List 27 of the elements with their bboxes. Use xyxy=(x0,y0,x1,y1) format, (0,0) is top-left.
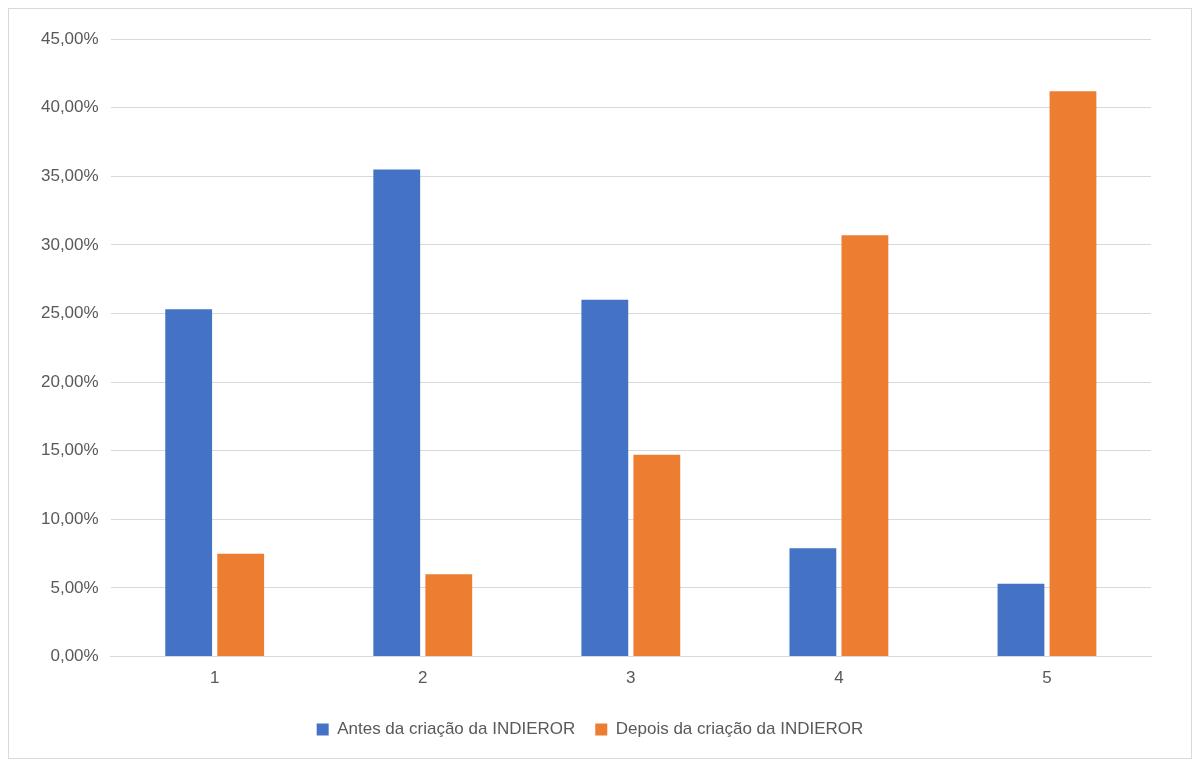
x-tick-label: 2 xyxy=(418,668,428,688)
x-tick-label: 3 xyxy=(626,668,636,688)
bar xyxy=(997,583,1045,657)
bar xyxy=(373,169,421,657)
x-tick-label: 4 xyxy=(834,668,844,688)
y-tick-label: 5,00% xyxy=(50,577,99,597)
y-tick-label: 35,00% xyxy=(40,165,99,185)
bar xyxy=(581,299,629,657)
y-tick-label: 40,00% xyxy=(40,97,99,117)
y-tick-label: 45,00% xyxy=(40,28,99,48)
legend-label: Antes da criação da INDIEROR xyxy=(337,719,576,739)
bar xyxy=(217,553,265,657)
bar xyxy=(633,454,681,657)
bar xyxy=(1049,91,1097,657)
bar xyxy=(789,548,837,657)
bar xyxy=(425,574,473,657)
bar xyxy=(841,235,889,657)
y-tick-label: 0,00% xyxy=(50,646,99,666)
y-tick-label: 10,00% xyxy=(40,509,99,529)
y-tick-label: 25,00% xyxy=(40,303,99,323)
bar xyxy=(165,309,213,657)
x-tick-label: 1 xyxy=(209,668,220,688)
y-tick-label: 30,00% xyxy=(40,234,99,254)
y-tick-label: 20,00% xyxy=(40,371,99,391)
legend-label: Depois da criação da INDIEROR xyxy=(615,719,864,739)
x-tick-label: 5 xyxy=(1042,668,1052,688)
y-tick-label: 15,00% xyxy=(40,440,99,460)
